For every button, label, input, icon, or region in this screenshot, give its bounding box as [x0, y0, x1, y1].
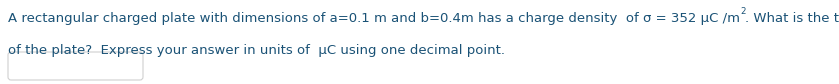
FancyBboxPatch shape: [8, 52, 143, 80]
Text: of the plate?  Express your answer in units of  μC using one decimal point.: of the plate? Express your answer in uni…: [8, 44, 505, 57]
Text: . What is the total charge: . What is the total charge: [746, 12, 839, 25]
Text: A rectangular charged plate with dimensions of a=0.1 m and b=0.4m has a charge d: A rectangular charged plate with dimensi…: [8, 12, 740, 25]
Text: 2: 2: [740, 7, 746, 16]
